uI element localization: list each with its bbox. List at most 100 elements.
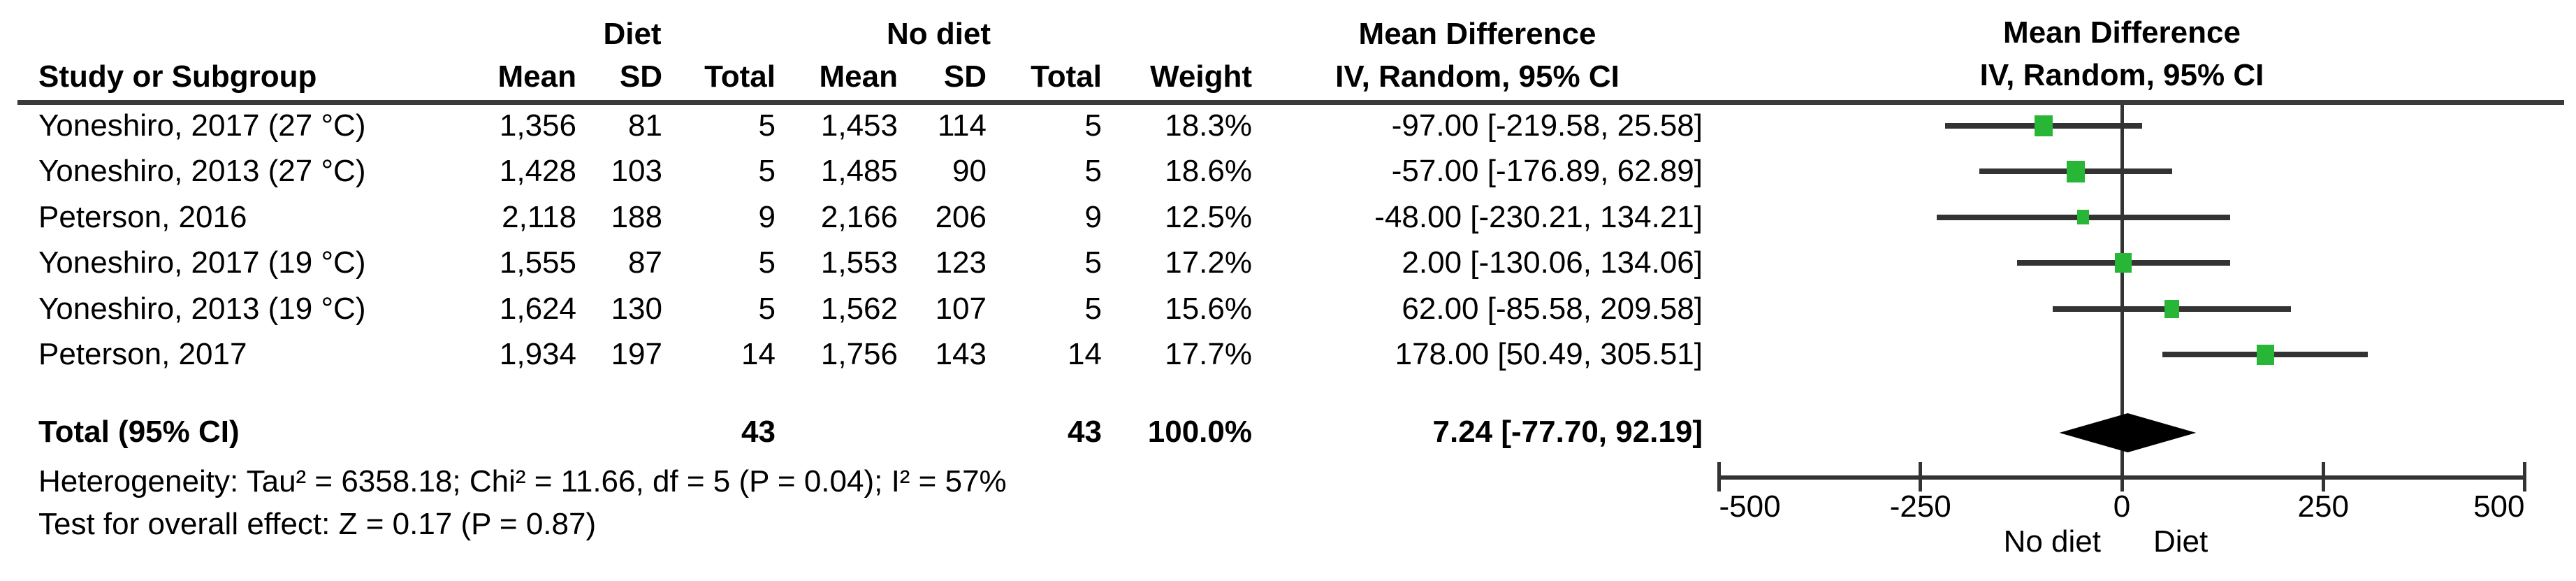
total-diet-n: 43 [741,414,776,449]
total-label: Total (95% CI) [38,414,240,449]
diet-mean-cell: 1,555 [499,245,576,280]
x-axis-tick-label: 500 [2473,489,2525,524]
nodiet-total-column-header: Total [1031,59,1102,94]
table-row: Peterson, 2016 2,118 188 9 2,166 206 9 1… [0,194,1703,240]
nodiet-sd-cell: 107 [935,291,987,326]
x-axis-tick-label: -250 [1889,489,1951,524]
table-group-header-row: Diet No diet Mean Difference [0,14,1703,55]
diet-sd-cell: 81 [628,108,662,143]
nodiet-total-cell: 14 [1068,336,1102,371]
plot-header-line2: IV, Random, 95% CI [1979,58,2264,92]
ci-text-cell: -48.00 [-230.21, 134.21] [1374,199,1703,234]
nodiet-sd-cell: 143 [935,336,987,371]
weight-cell: 18.6% [1165,153,1252,188]
header-rule [17,100,2564,105]
weight-cell: 15.6% [1165,291,1252,326]
diet-mean-cell: 2,118 [502,199,576,234]
no-diet-group-header: No diet [886,17,991,51]
study-name-cell: Peterson, 2017 [38,336,247,371]
nodiet-mean-cell: 1,553 [820,245,898,280]
nodiet-sd-cell: 123 [935,245,987,280]
nodiet-mean-cell: 1,562 [820,291,898,326]
favours-left-label: No diet [2003,524,2101,559]
pooled-diamond [2059,413,2197,452]
plot-header-line1: Mean Difference [2003,15,2241,50]
study-point-marker [2115,253,2132,273]
diet-sd-cell: 103 [611,153,662,188]
table-row: Yoneshiro, 2013 (27 °C) 1,428 103 5 1,48… [0,148,1703,194]
x-axis-tick [2321,462,2325,492]
diet-sd-column-header: SD [619,59,662,94]
diet-mean-cell: 1,356 [499,108,576,143]
diet-total-cell: 5 [758,108,776,143]
x-axis-tick [2523,462,2526,492]
diet-sd-cell: 197 [611,336,662,371]
nodiet-total-cell: 9 [1084,199,1102,234]
nodiet-total-cell: 5 [1084,153,1102,188]
diet-total-cell: 5 [758,153,776,188]
total-row: Total (95% CI) 43 43 100.0% 7.24 [-77.70… [0,409,1703,454]
weight-cell: 17.2% [1165,245,1252,280]
diet-total-cell: 5 [758,245,776,280]
nodiet-sd-cell: 114 [937,108,987,143]
total-nodiet-n: 43 [1068,414,1102,449]
nodiet-total-cell: 5 [1084,108,1102,143]
diet-sd-cell: 87 [628,245,662,280]
nodiet-sd-cell: 90 [952,153,987,188]
x-axis-tick-label: 250 [2297,489,2349,524]
overall-effect-test: Test for overall effect: Z = 0.17 (P = 0… [38,507,597,541]
diet-mean-cell: 1,624 [499,291,576,326]
weight-cell: 17.7% [1165,336,1252,371]
table-row: Yoneshiro, 2013 (19 °C) 1,624 130 5 1,56… [0,286,1703,331]
study-column-header: Study or Subgroup [38,59,317,94]
diet-total-cell: 14 [741,336,776,371]
nodiet-mean-cell: 1,453 [820,108,898,143]
study-point-marker [2076,210,2090,225]
study-name-cell: Yoneshiro, 2013 (27 °C) [38,153,366,188]
nodiet-mean-cell: 2,166 [820,199,898,234]
nodiet-mean-cell: 1,756 [820,336,898,371]
x-axis-tick-label: -500 [1719,489,1781,524]
study-name-cell: Yoneshiro, 2017 (27 °C) [38,108,366,143]
effect-measure-header: Mean Difference [1358,17,1596,51]
weight-column-header: Weight [1150,59,1252,94]
nodiet-sd-cell: 206 [935,199,987,234]
ci-text-cell: 178.00 [50.49, 305.51] [1395,336,1703,371]
study-name-cell: Yoneshiro, 2017 (19 °C) [38,245,366,280]
study-name-cell: Yoneshiro, 2013 (19 °C) [38,291,366,326]
table-row: Peterson, 2017 1,934 197 14 1,756 143 14… [0,331,1703,377]
diet-mean-cell: 1,428 [499,153,576,188]
table-row: Yoneshiro, 2017 (27 °C) 1,356 81 5 1,453… [0,103,1703,148]
ci-column-header: IV, Random, 95% CI [1335,59,1620,94]
x-axis-tick [1717,462,1721,492]
study-point-marker [2035,115,2053,136]
diet-mean-cell: 1,934 [499,336,576,371]
x-axis-tick [2120,462,2124,492]
heterogeneity-stats: Heterogeneity: Tau² = 6358.18; Chi² = 11… [38,464,1007,498]
diet-total-cell: 5 [758,291,776,326]
favours-right-label: Diet [2153,524,2208,559]
nodiet-total-cell: 5 [1084,245,1102,280]
diet-sd-cell: 188 [611,199,662,234]
weight-cell: 18.3% [1165,108,1252,143]
diet-sd-cell: 130 [611,291,662,326]
weight-cell: 12.5% [1165,199,1252,234]
study-point-marker [2256,344,2274,365]
total-weight: 100.0% [1147,414,1252,449]
x-axis-tick [1919,462,1923,492]
nodiet-mean-cell: 1,485 [820,153,898,188]
total-ci-text: 7.24 [-77.70, 92.19] [1432,414,1703,449]
ci-text-cell: 2.00 [-130.06, 134.06] [1402,245,1703,280]
table-row: Yoneshiro, 2017 (19 °C) 1,555 87 5 1,553… [0,240,1703,285]
diet-total-column-header: Total [704,59,776,94]
diet-group-header: Diet [603,17,662,51]
nodiet-mean-column-header: Mean [819,59,898,94]
x-axis-tick-label: 0 [2113,489,2131,524]
diet-mean-column-header: Mean [497,59,576,94]
table-column-header-row: Study or Subgroup Mean SD Total Mean SD … [0,57,1703,96]
plot-header: Mean Difference IV, Random, 95% CI [1773,11,2471,96]
ci-text-cell: -97.00 [-219.58, 25.58] [1391,108,1703,143]
ci-text-cell: 62.00 [-85.58, 209.58] [1402,291,1703,326]
study-name-cell: Peterson, 2016 [38,199,247,234]
